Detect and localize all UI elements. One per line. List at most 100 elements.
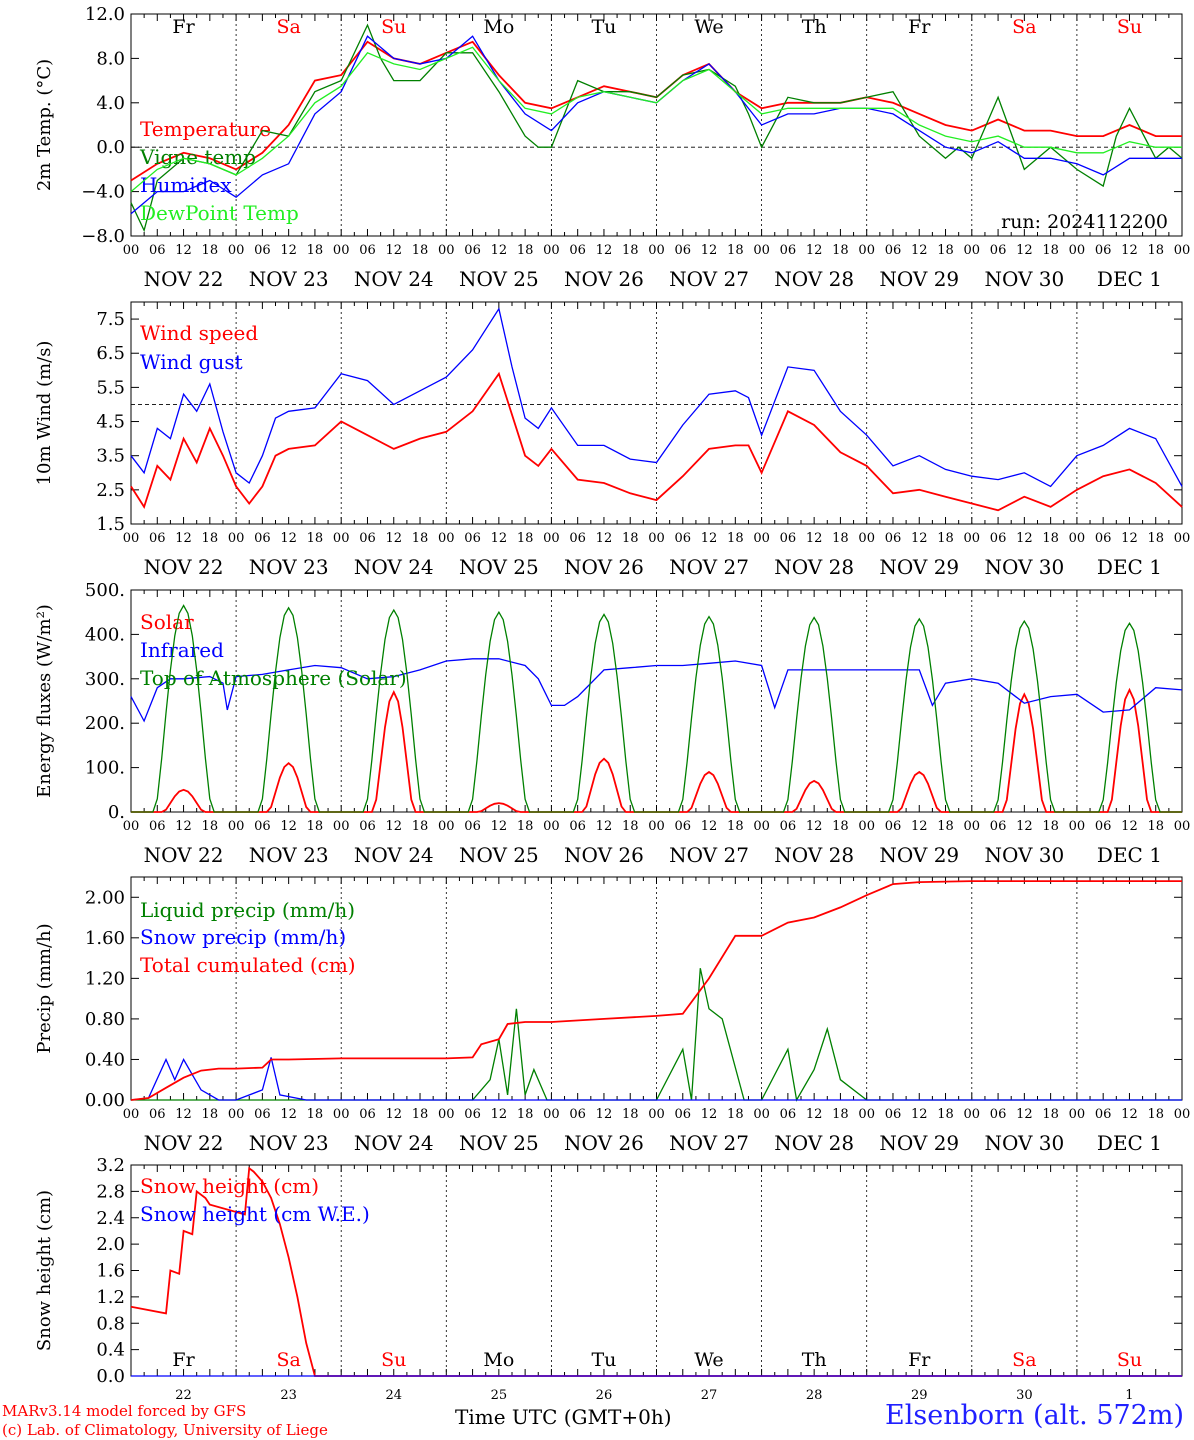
- y-tick-label: 300.: [85, 669, 125, 690]
- date-label: NOV 25: [459, 1131, 539, 1155]
- day-number-label: 30: [1016, 1388, 1033, 1403]
- y-tick-label: 1.60: [85, 928, 125, 949]
- y-tick-label: −8.0: [81, 226, 125, 247]
- hour-label: 12: [175, 243, 192, 258]
- hour-label: 12: [491, 243, 508, 258]
- hour-label: 12: [1016, 531, 1033, 546]
- day-number-label: 25: [491, 1388, 508, 1403]
- hour-label: 00: [438, 243, 455, 258]
- date-label: NOV 30: [984, 555, 1064, 579]
- date-label: NOV 23: [249, 1131, 329, 1155]
- weekday-label: Tu: [591, 16, 616, 38]
- hour-label: 18: [1042, 819, 1059, 834]
- hour-label: 18: [937, 819, 954, 834]
- date-label: NOV 29: [879, 555, 959, 579]
- hour-label: 06: [254, 531, 271, 546]
- date-label: NOV 28: [774, 1131, 854, 1155]
- date-label: NOV 25: [459, 267, 539, 291]
- hour-label: 00: [858, 819, 875, 834]
- hour-label: 00: [964, 819, 981, 834]
- y-tick-label: 3.5: [96, 446, 125, 467]
- hour-label: 00: [333, 1107, 350, 1122]
- date-label: NOV 23: [249, 843, 329, 867]
- run-label: run: 2024112200: [1001, 211, 1168, 233]
- y-tick-label: 0.00: [85, 1090, 125, 1111]
- hour-label: 12: [701, 1107, 718, 1122]
- weekday-label: Su: [1117, 1349, 1142, 1371]
- hour-label: 00: [753, 243, 770, 258]
- legend-entry: Total cumulated (cm): [140, 953, 356, 977]
- hour-label: 12: [491, 819, 508, 834]
- hour-label: 12: [1121, 819, 1138, 834]
- legend-entry: Snow height (cm W.E.): [140, 1202, 370, 1226]
- hour-label: 12: [1016, 1107, 1033, 1122]
- hour-label: 00: [753, 1107, 770, 1122]
- hour-label: 18: [307, 531, 324, 546]
- hour-label: 12: [701, 531, 718, 546]
- hour-label: 12: [385, 1107, 402, 1122]
- date-label: NOV 22: [144, 555, 224, 579]
- hour-label: 18: [1147, 1107, 1164, 1122]
- hour-label: 18: [727, 243, 744, 258]
- hour-label: 18: [727, 819, 744, 834]
- hour-label: 00: [123, 531, 140, 546]
- hour-label: 06: [359, 531, 376, 546]
- hour-label: 12: [911, 531, 928, 546]
- hour-label: 18: [832, 531, 849, 546]
- date-label: NOV 25: [459, 843, 539, 867]
- y-axis-label: 10m Wind (m/s): [34, 341, 55, 486]
- time-axis-label: Time UTC (GMT+0h): [455, 1405, 672, 1429]
- hour-label: 06: [1095, 1107, 1112, 1122]
- hour-label: 00: [123, 819, 140, 834]
- hour-label: 18: [517, 1107, 534, 1122]
- hour-label: 00: [964, 531, 981, 546]
- hour-label: 18: [517, 819, 534, 834]
- y-tick-label: 1.2: [96, 1287, 125, 1308]
- weekday-label: Fr: [172, 1349, 195, 1371]
- series-line-snow-precip-mm-h-: [130, 1057, 1182, 1101]
- date-label: NOV 28: [774, 843, 854, 867]
- series-line-wind-gust: [130, 307, 1183, 488]
- hour-label: 00: [1069, 1107, 1086, 1122]
- date-label: DEC 1: [1097, 555, 1162, 579]
- hour-label: 00: [1069, 531, 1086, 546]
- y-tick-label: 0.0: [96, 1366, 125, 1387]
- y-tick-label: 2.0: [96, 1234, 125, 1255]
- date-label: NOV 27: [669, 843, 749, 867]
- hour-label: 06: [1095, 243, 1112, 258]
- hour-label: 06: [359, 243, 376, 258]
- legend-entry: Liquid precip (mm/h): [140, 898, 355, 922]
- hour-label: 06: [990, 819, 1007, 834]
- date-label: NOV 30: [984, 843, 1064, 867]
- hour-label: 06: [464, 819, 481, 834]
- weekday-label: Fr: [908, 16, 931, 38]
- weekday-label: Th: [802, 16, 827, 38]
- day-number-label: 24: [385, 1388, 402, 1403]
- hour-label: 06: [885, 531, 902, 546]
- hour-label: 12: [1016, 819, 1033, 834]
- legend-entry: DewPoint Temp: [140, 201, 299, 225]
- weekday-label: Su: [1117, 16, 1142, 38]
- hour-label: 06: [149, 243, 166, 258]
- hour-label: 06: [990, 531, 1007, 546]
- series-line-wind-speed: [130, 371, 1183, 512]
- hour-label: 12: [280, 243, 297, 258]
- y-tick-label: 3.2: [96, 1155, 125, 1176]
- hour-label: 00: [543, 531, 560, 546]
- hour-label: 18: [832, 819, 849, 834]
- hour-label: 18: [202, 531, 219, 546]
- hour-label: 12: [1121, 531, 1138, 546]
- hour-label: 06: [990, 1107, 1007, 1122]
- hour-label: 06: [780, 819, 797, 834]
- hour-label: 06: [675, 819, 692, 834]
- hour-label: 00: [648, 531, 665, 546]
- hour-label: 12: [806, 1107, 823, 1122]
- y-tick-label: 2.5: [96, 480, 125, 501]
- weekday-label: Sa: [276, 16, 300, 38]
- weekday-label: Sa: [1012, 1349, 1036, 1371]
- hour-label: 12: [175, 531, 192, 546]
- hour-label: 00: [123, 243, 140, 258]
- hour-label: 18: [517, 531, 534, 546]
- hour-label: 12: [491, 1107, 508, 1122]
- hour-label: 18: [622, 531, 639, 546]
